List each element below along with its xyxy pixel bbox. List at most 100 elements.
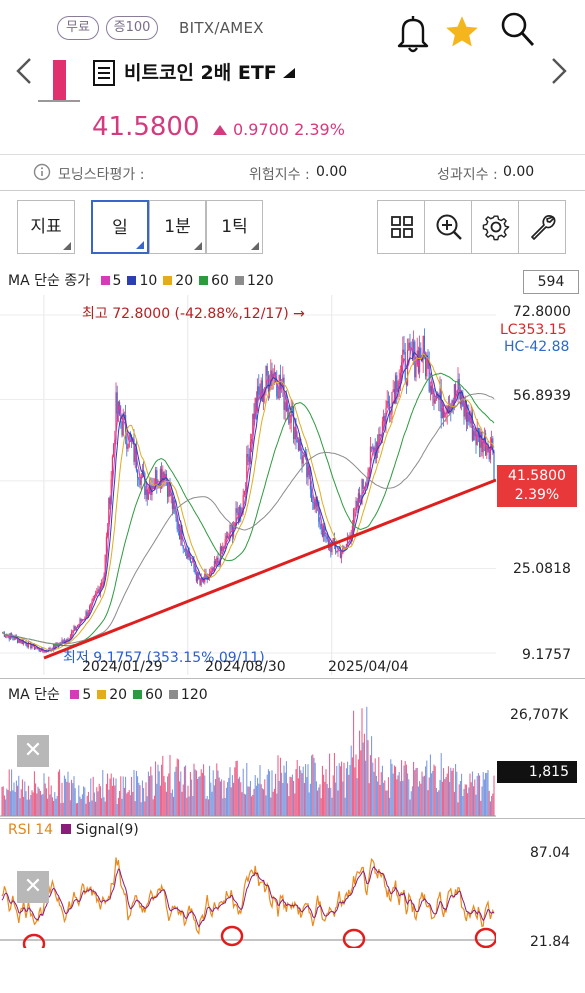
candle-body: [290, 406, 292, 423]
volume-bar: [62, 802, 64, 816]
trend-line: [43, 478, 496, 660]
tick-button[interactable]: 1틱: [206, 200, 263, 254]
volume-bar: [325, 769, 327, 816]
volume-bar: [152, 799, 154, 816]
volume-y-max: 26,707K: [510, 707, 569, 723]
search-icon[interactable]: [499, 10, 537, 50]
volume-bar: [49, 794, 51, 816]
volume-bar: [47, 798, 49, 816]
current-price: 41.5800: [92, 112, 200, 142]
settings-button[interactable]: [471, 200, 519, 254]
volume-bar: [435, 787, 437, 816]
volume-bar: [293, 780, 295, 816]
volume-bar: [415, 768, 417, 816]
candle-body: [481, 431, 483, 453]
volume-bar: [212, 770, 214, 816]
volume-bar: [480, 800, 482, 816]
candle-body: [122, 415, 124, 436]
candle-body: [321, 529, 323, 537]
close-volume-button[interactable]: ✕: [17, 735, 49, 767]
candle-body: [209, 573, 211, 578]
volume-bar: [265, 795, 267, 816]
volume-bar: [235, 760, 237, 816]
x-label-1: 2024/01/29: [82, 659, 163, 675]
perf-label: 성과지수 :: [437, 167, 498, 183]
zoom-button[interactable]: [424, 200, 472, 254]
candle-body: [287, 407, 289, 412]
vol-ma-swatch-60: [133, 690, 143, 699]
candle-body: [399, 372, 401, 380]
candle-body: [107, 529, 109, 537]
volume-bar: [299, 766, 301, 816]
ma-label-5: 5: [112, 273, 122, 289]
dropdown-icon[interactable]: [281, 66, 297, 80]
volume-bar: [417, 786, 419, 816]
vol-ma-label-60: 60: [145, 687, 163, 703]
candle-body: [240, 506, 242, 516]
volume-bar: [51, 797, 53, 816]
volume-bar: [57, 771, 59, 816]
volume-bar: [483, 779, 485, 816]
volume-chart[interactable]: [0, 700, 496, 818]
volume-bar: [257, 777, 259, 816]
candle-body: [221, 546, 223, 552]
volume-bar: [108, 789, 110, 816]
bell-icon[interactable]: [395, 12, 431, 54]
volume-bar: [327, 787, 329, 816]
tools-button[interactable]: [518, 200, 566, 254]
volume-bar: [95, 801, 97, 816]
volume-bar: [432, 770, 434, 816]
candle-body: [459, 390, 461, 405]
volume-bar: [329, 753, 331, 816]
ma-label-10: 10: [139, 273, 158, 289]
layout-grid-button[interactable]: [377, 200, 425, 254]
volume-bar: [287, 783, 289, 816]
candle-body: [127, 447, 129, 449]
volume-bar: [446, 773, 448, 816]
candle-body: [386, 401, 388, 408]
volume-bar: [288, 796, 290, 816]
candle-body: [144, 473, 146, 495]
volume-bar: [311, 755, 313, 816]
candle-body: [55, 642, 57, 648]
volume-bar: [315, 781, 317, 816]
next-arrow-icon[interactable]: [549, 56, 569, 86]
volume-bar: [37, 786, 39, 816]
volume-bar: [117, 797, 119, 816]
minute-button[interactable]: 1분: [149, 200, 206, 254]
rsi-chart[interactable]: [0, 838, 496, 948]
volume-bar: [362, 742, 364, 816]
volume-bar: [488, 790, 490, 816]
volume-bar: [401, 760, 403, 816]
candle-body: [211, 567, 213, 571]
day-button[interactable]: 일: [91, 200, 149, 254]
candle-body: [402, 349, 404, 363]
document-icon[interactable]: [92, 59, 116, 87]
security-name[interactable]: 비트코인 2배 ETF: [124, 62, 277, 84]
info-icon[interactable]: [33, 163, 51, 181]
close-rsi-button[interactable]: ✕: [17, 871, 49, 903]
volume-bar: [339, 766, 341, 816]
volume-bar: [224, 798, 226, 816]
prev-arrow-icon[interactable]: [14, 56, 34, 86]
candle-body: [215, 560, 217, 564]
volume-bar: [168, 773, 170, 816]
volume-bar: [486, 772, 488, 816]
volume-bar: [12, 790, 14, 816]
star-icon[interactable]: [444, 14, 480, 50]
candle-body: [391, 391, 393, 414]
candle-body: [53, 644, 55, 651]
volume-bar: [459, 780, 461, 816]
volume-bar: [383, 782, 385, 816]
indicator-button[interactable]: 지표: [17, 200, 75, 254]
candle-body: [236, 508, 238, 513]
price-chart[interactable]: [0, 295, 496, 675]
volume-bar: [126, 793, 128, 816]
candle-body: [266, 366, 268, 376]
volume-bar: [56, 796, 58, 816]
candle-body: [493, 451, 495, 481]
ma-swatch-120: [234, 276, 244, 285]
candle-body: [197, 572, 199, 582]
volume-bar: [475, 794, 477, 816]
candle-body: [245, 489, 247, 491]
